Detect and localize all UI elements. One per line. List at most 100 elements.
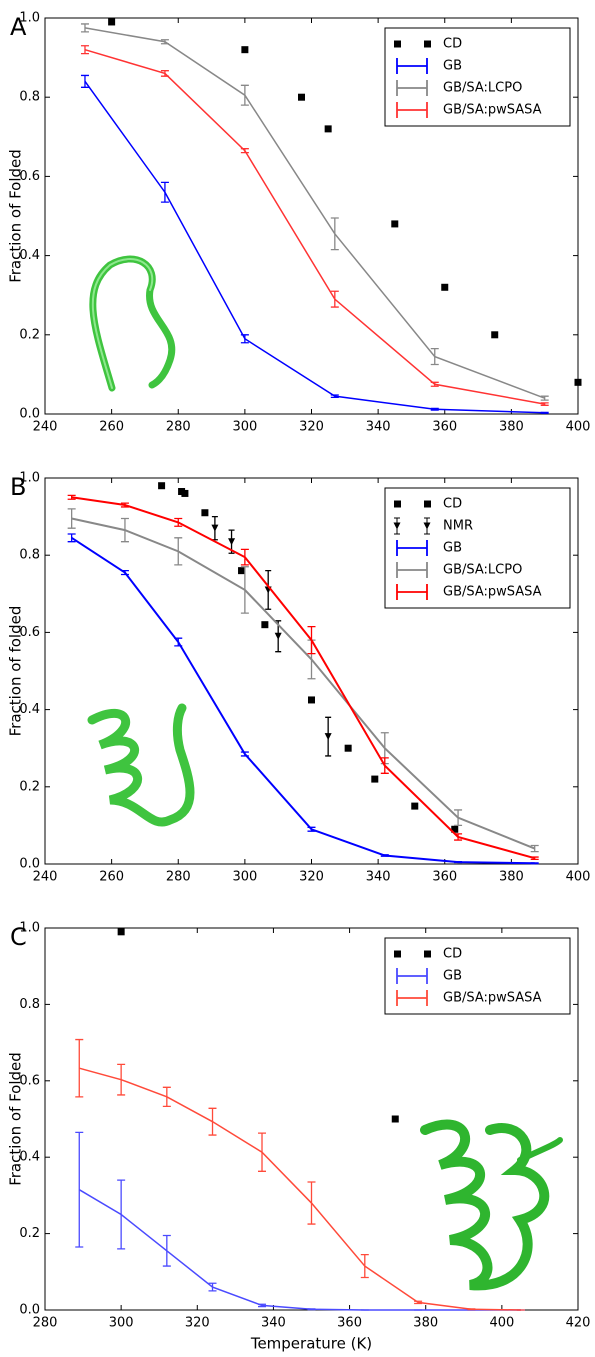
x-tick-label: 320	[299, 870, 324, 885]
data-point	[371, 775, 379, 783]
error-bar	[117, 1179, 126, 1250]
error-bar	[67, 533, 76, 543]
y-tick-label: 0.2	[19, 1226, 40, 1241]
error-bar	[530, 844, 539, 853]
data-point	[238, 567, 246, 575]
panel: 280 300 320 340 360 380 400 420 0.0 0.2 0.4 0.6 0.8 1…	[7, 921, 591, 1353]
error-bar	[208, 1282, 217, 1292]
error-bar	[307, 625, 316, 655]
panel: 240 260 280 300 320 340 360 380 400 0.0 0.2 0.4 0.6 0…	[7, 471, 591, 885]
error-bar	[430, 348, 439, 366]
legend-swatch	[393, 522, 401, 530]
series-line	[84, 48, 545, 405]
data-point	[451, 825, 459, 833]
error-bar	[330, 290, 339, 308]
x-tick-label: 340	[366, 870, 391, 885]
legend-swatch	[394, 500, 401, 508]
data-point	[181, 489, 189, 497]
legend-label: GB/SA:pwSASA	[443, 103, 542, 118]
series-line	[84, 80, 545, 414]
x-tick-label: 380	[413, 1316, 438, 1331]
y-tick-label: 0.6	[19, 169, 40, 184]
legend-swatch	[396, 968, 428, 984]
x-tick-label: 420	[566, 1316, 591, 1331]
error-bar	[240, 84, 249, 106]
error-bar	[540, 411, 549, 414]
data-point	[261, 621, 269, 629]
panel-label: A	[10, 13, 27, 41]
error-bar	[240, 548, 249, 566]
error-bar	[208, 1107, 217, 1136]
y-tick-label: 0.0	[19, 857, 40, 872]
protein-b	[87, 703, 195, 827]
series	[80, 45, 549, 406]
legend-label: GB/SA:LCPO	[443, 563, 522, 578]
x-tick-label: 300	[232, 420, 257, 435]
x-tick-label: 320	[299, 420, 324, 435]
error-bar	[75, 1131, 84, 1248]
data-point	[324, 733, 332, 741]
x-tick-label: 380	[499, 420, 524, 435]
x-tick-label: 400	[489, 1316, 514, 1331]
protein-c	[420, 1119, 563, 1291]
data-point	[158, 482, 166, 490]
legend-swatch	[396, 990, 428, 1006]
panel: 240 260 280 300 320 340 360 380 400 0.0 0.2 0.4 0.6 0…	[7, 11, 591, 435]
error-bar	[240, 148, 249, 154]
legend-label: GB	[443, 969, 462, 984]
error-bar	[258, 1132, 267, 1172]
x-tick-label: 280	[166, 870, 191, 885]
x-axis-label: Temperature (K)	[250, 1335, 372, 1353]
legend-swatch	[394, 40, 401, 48]
error-bar	[120, 517, 129, 543]
error-bar	[160, 39, 169, 45]
error-bar	[430, 381, 439, 387]
error-bar	[240, 751, 249, 757]
y-tick-label: 1.0	[19, 921, 40, 936]
legend-label: CD	[443, 947, 462, 962]
series	[80, 74, 549, 414]
error-bar	[174, 537, 183, 566]
legend-label: CD	[443, 37, 462, 52]
legend-swatch	[396, 80, 428, 96]
legend-swatch	[424, 500, 431, 508]
y-tick-label: 0.6	[19, 1073, 40, 1088]
error-bar	[414, 1300, 423, 1305]
error-bar	[380, 854, 389, 857]
error-bar	[162, 1086, 171, 1108]
error-bar	[240, 566, 249, 614]
error-bar	[120, 569, 129, 576]
series-line	[71, 517, 536, 850]
error-bar	[67, 494, 76, 500]
error-bar	[174, 637, 183, 647]
legend: CD GB GB/SA:LCPO GB/SA:pwSASA	[384, 27, 571, 127]
y-tick-label: 0.8	[19, 997, 40, 1012]
error-bar	[240, 334, 249, 344]
legend-swatch	[423, 522, 431, 530]
legend-label: GB/SA:pwSASA	[443, 585, 542, 600]
data-point	[391, 220, 399, 228]
legend: CD GB GB/SA:pwSASA	[384, 937, 571, 1015]
x-tick-label: 360	[337, 1316, 362, 1331]
y-tick-label: 0.2	[19, 779, 40, 794]
error-bar	[530, 862, 539, 865]
data-point	[491, 331, 499, 339]
series	[117, 928, 399, 1123]
error-bar	[160, 181, 169, 203]
data-point	[211, 524, 219, 532]
x-tick-label: 340	[261, 1316, 286, 1331]
x-tick-label: 240	[33, 870, 58, 885]
series	[67, 508, 539, 853]
x-tick-label: 360	[432, 870, 457, 885]
series	[67, 494, 539, 861]
data-point	[308, 696, 315, 704]
series-line	[79, 1067, 521, 1311]
legend-label: GB	[443, 59, 462, 74]
legend-swatch	[396, 102, 428, 118]
error-bar	[80, 74, 89, 88]
x-tick-label: 400	[566, 870, 591, 885]
series-line	[71, 536, 535, 865]
series-line	[84, 27, 545, 399]
error-bar	[330, 394, 339, 399]
legend-swatch	[396, 584, 428, 600]
